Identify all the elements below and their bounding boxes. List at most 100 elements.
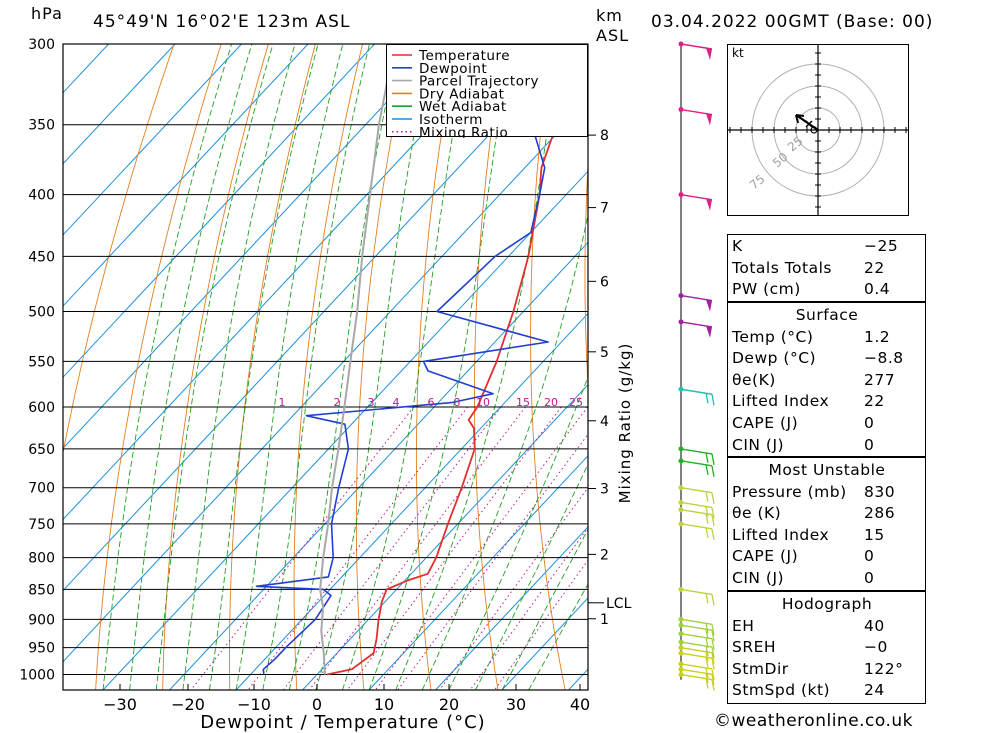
legend-label: Temperature xyxy=(418,48,510,64)
x-axis-label: Dewpoint / Temperature (°C) xyxy=(200,712,485,733)
wind-barb-feather xyxy=(711,453,715,466)
wind-barb-feather xyxy=(711,652,715,664)
mu-row: θe (K) 286 xyxy=(728,503,926,525)
dry-adiabat-line xyxy=(95,44,222,690)
hodo-row: StmSpd (kt) 24 xyxy=(728,680,926,702)
unit-asl: ASL xyxy=(596,26,630,45)
wet-adiabat-line xyxy=(341,44,469,690)
mixing-ratio-axis-label: Mixing Ratio (g/kg) xyxy=(616,343,634,504)
km-tick-label: 8 xyxy=(600,128,609,144)
chart-legend: Temperature Dewpoint Parcel Trajectory Dry … xyxy=(386,44,588,138)
copyright-link[interactable]: ©weatheronline.co.uk xyxy=(714,711,914,731)
wind-barb xyxy=(678,521,715,540)
wind-barb xyxy=(678,386,715,406)
mixing-ratio-line xyxy=(494,559,588,690)
dry-adiabat-line xyxy=(415,44,458,690)
wind-barb-feather xyxy=(711,528,715,540)
forecast-datetime: 03.04.2022 00GMT (Base: 00) xyxy=(651,12,934,32)
hodo-value: 40 xyxy=(864,616,885,635)
mu-row: CAPE (J) 0 xyxy=(728,546,926,568)
wind-barb xyxy=(678,507,715,526)
wind-barb-shaft xyxy=(680,448,713,455)
mu-label: Pressure (mb) xyxy=(732,482,847,501)
index-value: −25 xyxy=(864,237,899,255)
pressure-tick-label: 750 xyxy=(28,517,55,533)
wind-barb-shaft xyxy=(680,487,713,494)
wet-adiabat-line xyxy=(315,44,432,690)
station-location: 45°49'N 16°02'E 123m ASL xyxy=(93,12,351,32)
wet-adiabat-line xyxy=(528,583,588,690)
lcl-label: LCL xyxy=(606,596,632,612)
unit-km: km xyxy=(596,6,623,25)
wind-barb-feather xyxy=(711,594,715,606)
pressure-tick-label: 800 xyxy=(28,551,55,567)
wet-adiabat-line xyxy=(208,44,319,690)
km-tick-label: 1 xyxy=(600,612,609,628)
temperature-tick-label: −20 xyxy=(171,695,205,714)
pressure-tick-label: 450 xyxy=(28,249,55,265)
km-tick-label: 3 xyxy=(600,481,609,497)
mixing-ratio-line xyxy=(247,406,469,690)
mixing-ratio-line xyxy=(439,486,588,690)
unit-hpa: hPa xyxy=(31,4,63,23)
surface-row: Lifted Index 22 xyxy=(728,391,926,413)
isotherm-line xyxy=(63,44,176,165)
indices-table: K −25 Totals Totals 22 PW (cm) 0.4 xyxy=(728,236,926,301)
surface-value: −8.8 xyxy=(864,349,904,368)
index-row-k: K −25 xyxy=(728,236,926,258)
pressure-tick-label: 900 xyxy=(28,612,55,628)
isotherm-line xyxy=(63,44,309,307)
surface-value: 277 xyxy=(864,370,896,389)
mixing-ratio-line xyxy=(374,406,588,690)
isotherm-line xyxy=(435,526,588,690)
isotherm-line xyxy=(63,44,375,378)
km-tick-label: 7 xyxy=(600,201,609,217)
wind-barb-feather xyxy=(711,465,715,477)
index-row-pw: PW (cm) 0.4 xyxy=(728,279,926,301)
wind-barb-shaft xyxy=(680,641,713,648)
wind-barb-feather xyxy=(711,646,715,659)
pressure-tick-label: 300 xyxy=(28,37,55,53)
wind-barb-shaft xyxy=(680,663,713,670)
hodo-row: SREH −0 xyxy=(728,637,926,659)
temperature-line xyxy=(326,44,579,676)
hodo-label: SREH xyxy=(732,638,777,657)
wind-barb-feather xyxy=(711,674,715,686)
temperature-tick-label: 30 xyxy=(506,695,526,714)
km-tick-label: 2 xyxy=(600,547,609,563)
mu-value: 15 xyxy=(864,525,885,544)
wind-barb-feather xyxy=(705,527,709,538)
pressure-tick-label: 850 xyxy=(28,582,55,598)
wet-adiabat-line xyxy=(155,44,274,690)
hodograph-stats-title: Hodograph xyxy=(781,595,873,613)
wind-barb-shaft xyxy=(680,501,713,509)
surface-value: 22 xyxy=(864,392,885,411)
wind-barb-shaft xyxy=(680,588,713,596)
wind-barb-feather xyxy=(705,513,709,524)
wind-barb-pennant xyxy=(706,325,712,338)
storm-motion-cross xyxy=(805,120,813,128)
wind-barb xyxy=(678,631,715,650)
hodograph-unit: kt xyxy=(732,46,744,60)
mixing-ratio-label: 4 xyxy=(393,396,400,409)
surface-value: 0 xyxy=(864,413,875,432)
mu-label: CIN (J) xyxy=(732,568,785,587)
wind-barb-feather xyxy=(705,637,709,648)
wet-adiabat-line xyxy=(421,212,588,690)
wind-barb xyxy=(678,616,715,636)
wind-barb-feather xyxy=(711,492,715,504)
wind-barb-shaft xyxy=(680,460,713,467)
surface-value: 1.2 xyxy=(864,327,891,346)
mixing-ratio-label: 2 xyxy=(334,396,341,409)
wind-barb xyxy=(678,666,715,686)
dry-adiabat-line xyxy=(474,44,505,690)
mixing-ratio-line xyxy=(282,406,502,690)
wind-barb xyxy=(678,661,715,681)
isotherm-line xyxy=(63,44,508,521)
mixing-ratio-line xyxy=(346,406,562,690)
mixing-ratio-label: 15 xyxy=(516,396,530,409)
isotherm-line xyxy=(235,312,588,690)
wet-adiabat-line xyxy=(288,44,400,690)
surface-label: Dewp (°C) xyxy=(732,349,817,368)
mixing-ratio-label: 8 xyxy=(454,396,461,409)
